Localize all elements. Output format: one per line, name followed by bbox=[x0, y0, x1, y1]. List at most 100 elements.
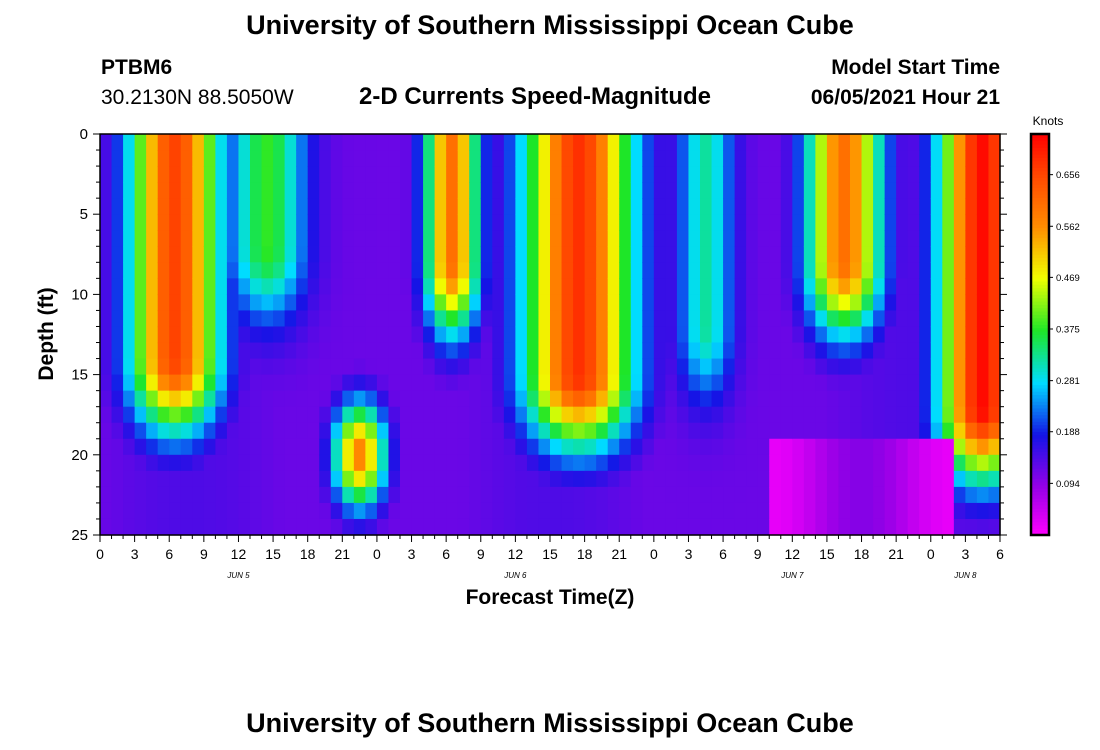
heatmap-cell bbox=[342, 278, 355, 295]
heatmap-cell bbox=[353, 438, 366, 456]
heatmap-cell bbox=[596, 166, 609, 183]
heatmap-cell bbox=[446, 294, 459, 312]
heatmap-cell bbox=[596, 486, 609, 504]
heatmap-cell bbox=[146, 182, 159, 199]
heatmap-cell bbox=[411, 150, 424, 167]
heatmap-cell bbox=[446, 198, 459, 215]
heatmap-cell bbox=[492, 294, 505, 312]
heatmap-cell bbox=[215, 438, 228, 456]
heatmap-cell bbox=[353, 518, 366, 536]
colorbar-swatch bbox=[1031, 147, 1049, 152]
heatmap-cell bbox=[261, 326, 274, 344]
heatmap-cell bbox=[400, 406, 413, 424]
heatmap-cell bbox=[123, 486, 136, 504]
heatmap-cell bbox=[746, 294, 759, 312]
heatmap-cell bbox=[434, 470, 447, 488]
heatmap-cell bbox=[619, 438, 632, 456]
heatmap-cell bbox=[723, 454, 736, 472]
heatmap-cell bbox=[353, 502, 366, 520]
heatmap-cell bbox=[503, 422, 516, 440]
colorbar-swatch bbox=[1031, 377, 1049, 382]
heatmap-cell bbox=[561, 486, 574, 504]
heatmap-cell bbox=[376, 454, 390, 472]
heatmap-cell bbox=[296, 278, 309, 295]
heatmap-cell bbox=[492, 406, 505, 424]
heatmap-cell bbox=[642, 486, 655, 504]
heatmap-cell bbox=[838, 390, 851, 408]
heatmap-cell bbox=[596, 214, 609, 231]
heatmap-cell bbox=[792, 438, 805, 456]
heatmap-cell bbox=[584, 150, 597, 167]
heatmap-cell bbox=[630, 406, 643, 424]
heatmap-cell bbox=[480, 230, 493, 247]
heatmap-cell bbox=[930, 198, 943, 215]
heatmap-cell bbox=[746, 438, 759, 456]
heatmap-cell bbox=[296, 134, 309, 151]
heatmap-cell bbox=[261, 358, 274, 376]
heatmap-cell bbox=[723, 342, 736, 360]
heatmap-cell bbox=[896, 310, 909, 328]
heatmap-cell bbox=[919, 182, 932, 199]
heatmap-cell bbox=[203, 294, 216, 312]
heatmap-cell bbox=[619, 230, 632, 247]
heatmap-cell bbox=[134, 390, 147, 408]
heatmap-cell bbox=[388, 358, 401, 376]
heatmap-cell bbox=[561, 502, 574, 520]
heatmap-cell bbox=[365, 230, 378, 247]
heatmap-cell bbox=[734, 278, 747, 295]
heatmap-cell bbox=[573, 134, 586, 151]
heatmap-cell bbox=[700, 358, 713, 376]
heatmap-cell bbox=[665, 246, 678, 263]
heatmap-cell bbox=[111, 246, 124, 263]
y-tick-label: 20 bbox=[71, 447, 88, 464]
heatmap-cell bbox=[192, 438, 205, 456]
heatmap-cell bbox=[573, 406, 586, 424]
heatmap-cell bbox=[780, 214, 793, 231]
heatmap-cell bbox=[769, 182, 782, 199]
heatmap-cell bbox=[388, 470, 401, 488]
heatmap-cell bbox=[780, 342, 793, 360]
colorbar-swatch bbox=[1031, 478, 1049, 483]
heatmap-cell bbox=[526, 230, 540, 247]
heatmap-cell bbox=[388, 230, 401, 247]
heatmap-cell bbox=[953, 246, 966, 263]
heatmap-cell bbox=[515, 358, 528, 376]
heatmap-cell bbox=[376, 166, 390, 183]
heatmap-cell bbox=[330, 518, 343, 536]
heatmap-cell bbox=[157, 278, 170, 295]
heatmap-cell bbox=[100, 294, 113, 312]
colorbar-swatch bbox=[1031, 317, 1049, 322]
heatmap-cell bbox=[203, 454, 216, 472]
heatmap-cell bbox=[930, 358, 943, 376]
heatmap-cell bbox=[584, 374, 597, 392]
colorbar-swatch bbox=[1031, 307, 1049, 312]
heatmap-cell bbox=[792, 166, 805, 183]
heatmap-cell bbox=[400, 502, 413, 520]
heatmap-cell bbox=[653, 422, 666, 440]
heatmap-cell bbox=[446, 342, 459, 360]
heatmap-cell bbox=[319, 374, 332, 392]
heatmap-cell bbox=[157, 502, 170, 520]
heatmap-cell bbox=[538, 470, 551, 488]
heatmap-cell bbox=[457, 134, 470, 151]
heatmap-cell bbox=[873, 454, 886, 472]
heatmap-cell bbox=[746, 470, 759, 488]
heatmap-cell bbox=[411, 358, 424, 376]
heatmap-cell bbox=[423, 262, 436, 279]
heatmap-cell bbox=[896, 326, 909, 344]
heatmap-cell bbox=[526, 470, 540, 488]
heatmap-cell bbox=[815, 182, 828, 199]
heatmap-cell bbox=[757, 294, 770, 312]
heatmap-cell bbox=[642, 230, 655, 247]
heatmap-cell bbox=[434, 406, 447, 424]
heatmap-cell bbox=[342, 374, 355, 392]
heatmap-cell bbox=[434, 390, 447, 408]
heatmap-cell bbox=[965, 150, 978, 167]
heatmap-cell bbox=[411, 182, 424, 199]
heatmap-cell bbox=[642, 294, 655, 312]
heatmap-cell bbox=[907, 390, 920, 408]
heatmap-cell bbox=[330, 454, 343, 472]
colorbar-swatch bbox=[1031, 157, 1049, 162]
heatmap-cell bbox=[838, 214, 851, 231]
